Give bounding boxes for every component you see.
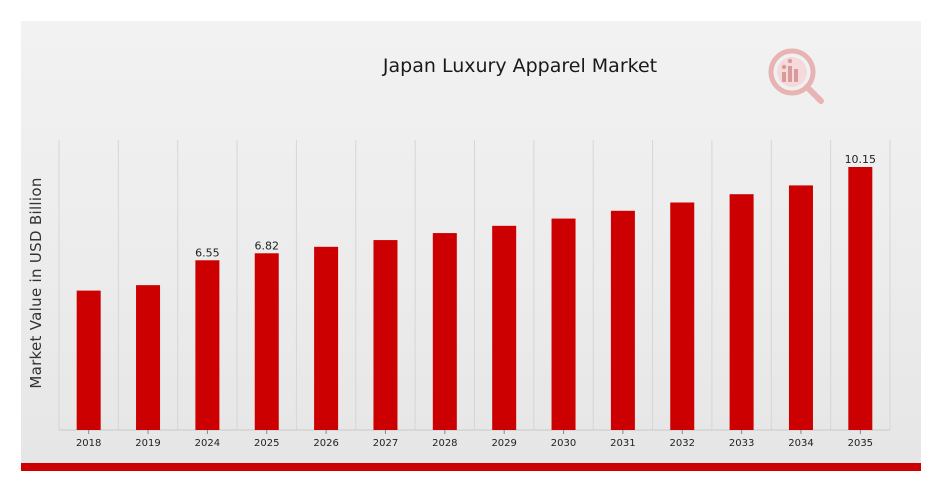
- x-tick-label-2030: 2030: [551, 438, 576, 449]
- data-label-2024: 6.55: [195, 246, 220, 259]
- x-tick-label-2026: 2026: [313, 438, 338, 449]
- bottom-accent-bar: [21, 463, 921, 471]
- bar-2032: [670, 202, 695, 430]
- bar-2035: [848, 167, 873, 430]
- bar-2019: [136, 285, 161, 430]
- bar-2030: [551, 218, 576, 430]
- x-tick-label-2024: 2024: [195, 438, 220, 449]
- bar-2027: [373, 240, 398, 430]
- x-tick-label-2029: 2029: [491, 438, 516, 449]
- bar-2033: [729, 194, 754, 430]
- bar-2026: [314, 246, 339, 430]
- data-label-2025: 6.82: [255, 239, 280, 252]
- x-tick-label-2027: 2027: [373, 438, 398, 449]
- x-tick-label-2034: 2034: [788, 438, 813, 449]
- bar-2018: [76, 290, 101, 430]
- x-tick-label-2018: 2018: [76, 438, 101, 449]
- x-tick-label-2025: 2025: [254, 438, 279, 449]
- bar-2028: [432, 233, 457, 430]
- x-tick-label-2032: 2032: [670, 438, 695, 449]
- chart-title: Japan Luxury Apparel Market: [382, 55, 658, 77]
- bar-2029: [492, 225, 517, 430]
- bar-2031: [610, 210, 635, 430]
- brand-logo-icon: [768, 48, 824, 104]
- x-tick-label-2035: 2035: [848, 438, 873, 449]
- x-tick-label-2019: 2019: [135, 438, 160, 449]
- bar-2025: [254, 253, 279, 430]
- x-tick-label-2028: 2028: [432, 438, 457, 449]
- bar-2024: [195, 260, 220, 430]
- bar-2034: [788, 185, 813, 430]
- x-tick-label-2033: 2033: [729, 438, 754, 449]
- x-tick-label-2031: 2031: [610, 438, 635, 449]
- data-label-2035: 10.15: [845, 153, 877, 166]
